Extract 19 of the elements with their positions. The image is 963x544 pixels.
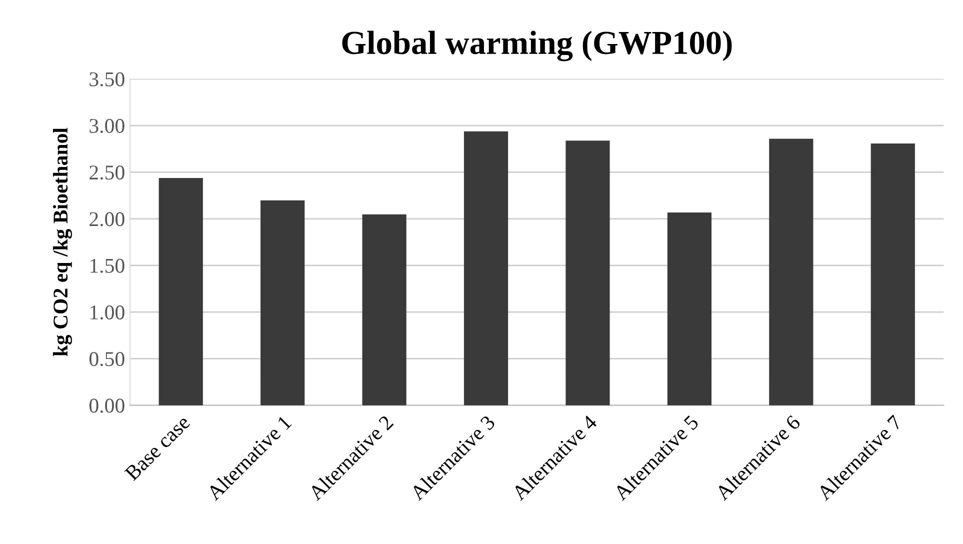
bar	[769, 138, 814, 406]
bar	[260, 200, 305, 406]
x-tick-label: Base case	[124, 414, 191, 482]
y-tick-label: 0.00	[89, 398, 124, 413]
y-tick-label: 2.50	[90, 166, 124, 180]
bar	[667, 212, 712, 406]
y-tick-label: 3.50	[90, 72, 124, 86]
y-tick-label: 0.50	[89, 352, 124, 366]
y-tick-label: 1.00	[90, 305, 124, 320]
y-tick-label: 2.00	[90, 212, 124, 226]
y-tick-label: 1.50	[90, 258, 124, 273]
bar	[464, 131, 508, 406]
y-tick-label: 3.00	[90, 118, 124, 134]
bar	[566, 140, 610, 406]
y-axis-title: kg CO2 eq /kg Bioethanol	[52, 128, 72, 356]
bar	[870, 143, 915, 406]
bar	[158, 178, 203, 406]
chart-title: Global warming (GWP100)	[342, 30, 732, 62]
bar	[362, 214, 406, 406]
